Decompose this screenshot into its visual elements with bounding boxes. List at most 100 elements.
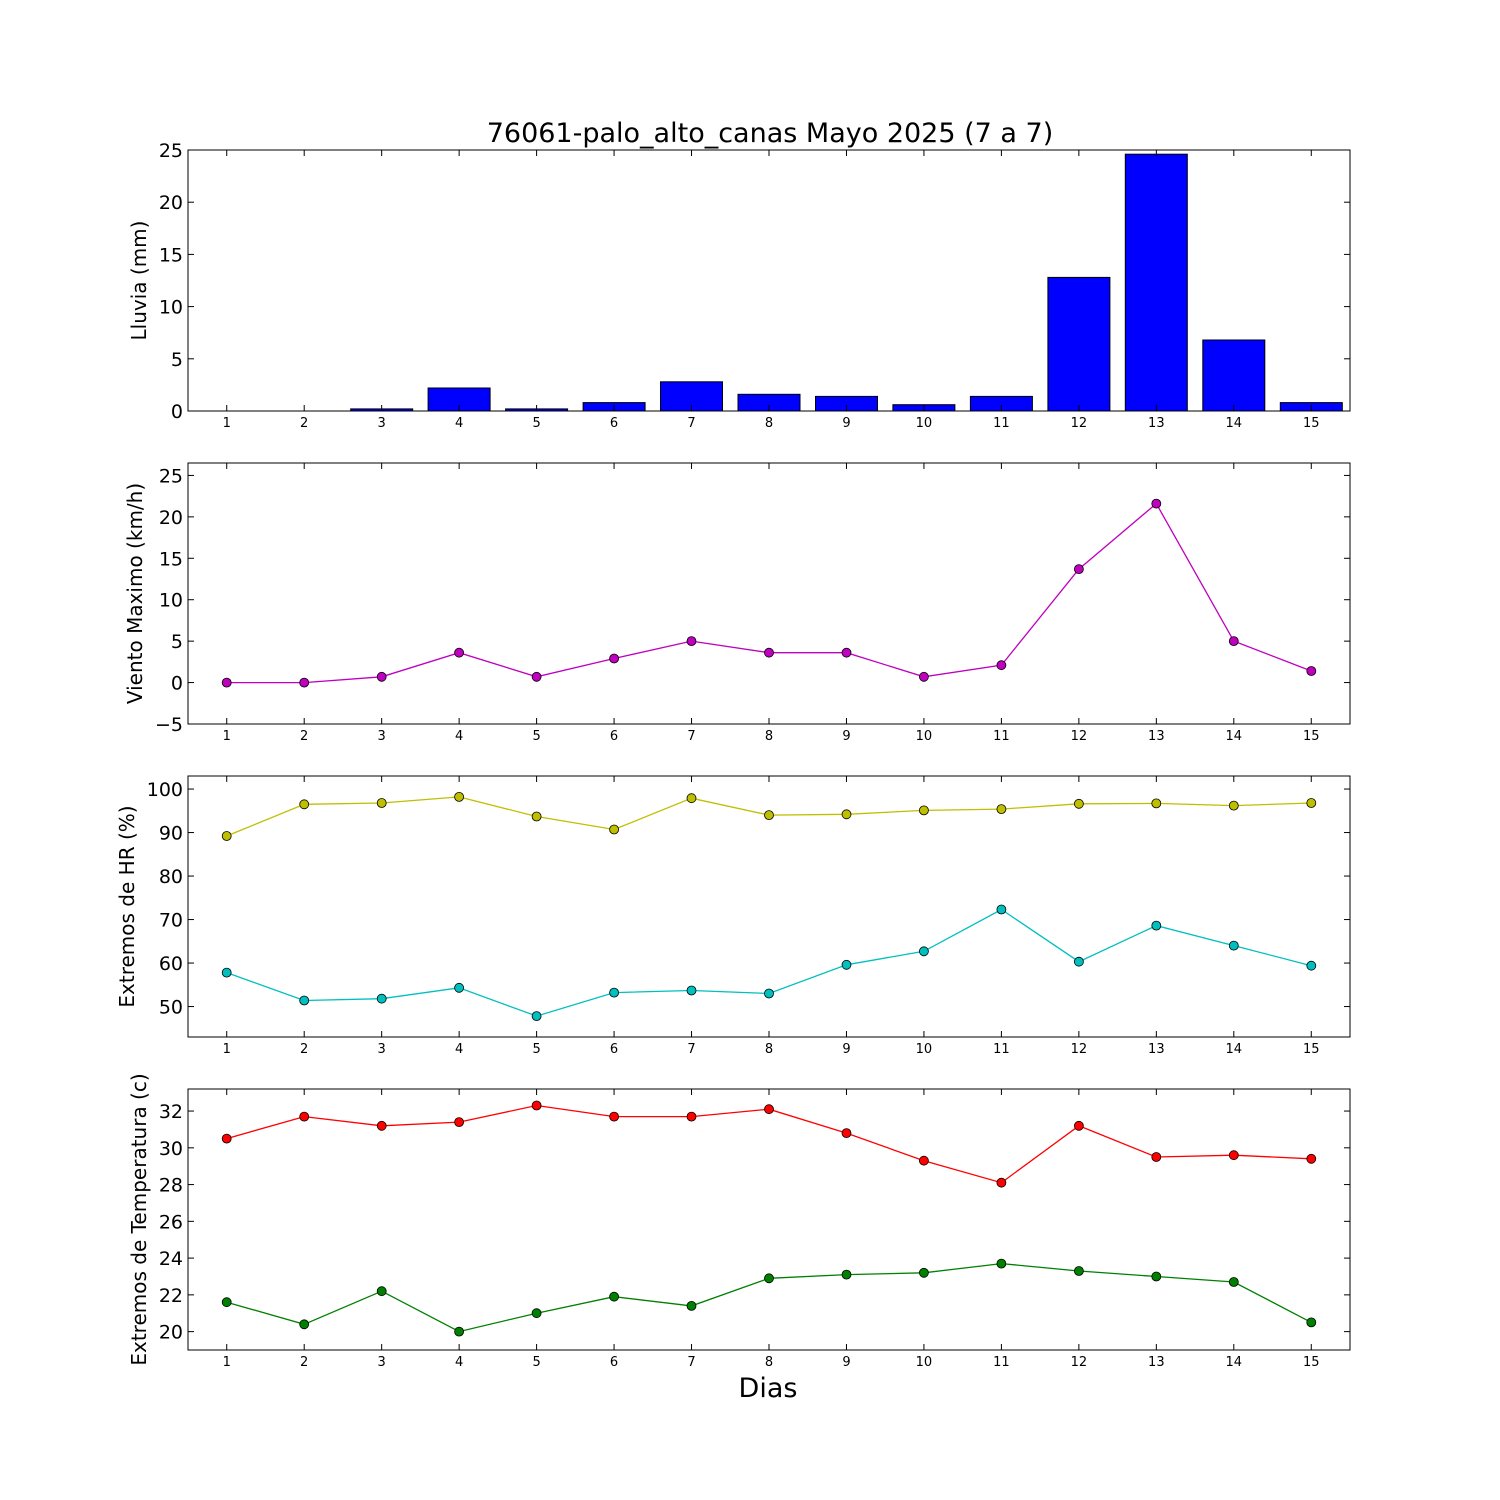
x-tick-label: 9 <box>842 1042 850 1057</box>
x-tick-label: 9 <box>842 416 850 431</box>
data-point <box>841 809 852 820</box>
data-point <box>996 660 1007 671</box>
x-tick-label: 9 <box>842 729 850 744</box>
y-tick-label: 0 <box>171 401 183 423</box>
y-tick-label: 5 <box>171 349 183 371</box>
y-tick-label: 70 <box>159 910 183 932</box>
data-point <box>609 824 619 835</box>
x-tick-label: 13 <box>1148 729 1165 744</box>
data-point <box>686 1111 697 1122</box>
x-tick-label: 4 <box>455 1355 463 1370</box>
x-tick-label: 10 <box>916 416 933 431</box>
x-tick-label: 1 <box>223 1042 231 1057</box>
data-point <box>764 647 774 658</box>
data-point <box>299 1111 310 1122</box>
data-point <box>454 982 465 993</box>
x-tick-label: 10 <box>916 1042 933 1057</box>
y-tick-label: 10 <box>159 590 183 612</box>
x-tick-label: 2 <box>300 1042 308 1057</box>
bar <box>1124 153 1188 412</box>
temperatura-panel: 1 2 3 4 5 6 7 8 9 10 11 12 13 14 1520222426283032Extre… <box>127 1073 1351 1370</box>
y-tick-label: 22 <box>159 1285 183 1307</box>
data-point <box>1306 1317 1317 1328</box>
data-point <box>996 1177 1007 1188</box>
x-tick-label: 14 <box>1226 1042 1243 1057</box>
data-point <box>919 1267 929 1278</box>
y-tick-label: 30 <box>159 1138 183 1160</box>
data-point <box>299 799 310 810</box>
data-point <box>221 677 232 688</box>
data-point <box>996 804 1007 814</box>
y-tick-label: 50 <box>159 997 183 1019</box>
data-point <box>1151 1152 1162 1162</box>
y-tick-label: 24 <box>159 1248 183 1270</box>
data-point <box>609 1111 619 1122</box>
x-tick-label: 6 <box>610 1355 618 1370</box>
data-point <box>221 1297 232 1308</box>
y-tick-label: 5 <box>171 631 183 653</box>
x-tick-label: 11 <box>993 1042 1010 1057</box>
data-point <box>376 1286 387 1297</box>
data-point <box>221 831 232 841</box>
data-point <box>1228 800 1239 811</box>
y-tick-label: 20 <box>159 192 183 214</box>
data-point <box>919 946 929 957</box>
x-tick-label: 8 <box>765 1042 773 1057</box>
y-tick-label: 25 <box>159 465 183 487</box>
x-tick-label: 5 <box>532 729 540 744</box>
y-tick-label: 90 <box>159 823 183 845</box>
x-tick-label: 4 <box>455 1042 463 1057</box>
data-point <box>764 810 774 820</box>
data-point <box>1306 960 1317 971</box>
data-point <box>221 1133 232 1144</box>
data-point <box>764 1104 774 1115</box>
y-tick-label: 28 <box>159 1175 183 1197</box>
data-point <box>221 967 232 978</box>
x-tick-label: 2 <box>300 1355 308 1370</box>
x-tick-label: 3 <box>378 1355 386 1370</box>
data-point <box>686 1301 697 1311</box>
x-tick-label: 5 <box>532 1042 540 1057</box>
x-tick-label: 3 <box>378 729 386 744</box>
x-tick-label: 2 <box>300 729 308 744</box>
x-tick-label: 1 <box>223 1355 231 1370</box>
data-point <box>1151 920 1162 931</box>
y-axis-label: Extremos de HR (%) <box>115 805 139 1007</box>
data-point <box>1074 564 1084 574</box>
x-tick-label: 15 <box>1303 1042 1320 1057</box>
data-point <box>1228 940 1239 951</box>
data-point <box>454 1326 465 1337</box>
data-point <box>1074 1266 1084 1276</box>
x-tick-label: 13 <box>1148 1042 1165 1057</box>
data-point <box>1151 798 1162 809</box>
x-tick-label: 15 <box>1303 416 1320 431</box>
x-tick-label: 15 <box>1303 729 1320 744</box>
data-point <box>841 647 852 658</box>
x-tick-label: 11 <box>993 729 1010 744</box>
x-tick-label: 7 <box>687 416 695 431</box>
data-point <box>1151 498 1162 509</box>
data-point <box>686 985 697 996</box>
x-tick-label: 6 <box>610 729 618 744</box>
x-tick-label: 12 <box>1071 729 1088 744</box>
x-tick-label: 15 <box>1303 1355 1320 1370</box>
data-point <box>841 959 852 970</box>
bar <box>1047 276 1111 412</box>
y-tick-label: 15 <box>159 548 183 570</box>
data-point <box>919 671 929 682</box>
data-point <box>1074 956 1084 967</box>
x-tick-label: 7 <box>687 729 695 744</box>
data-point <box>996 1258 1007 1269</box>
figure-title: 76061-palo_alto_canas Mayo 2025 (7 a 7) <box>487 118 1054 149</box>
data-point <box>454 1117 465 1127</box>
y-axis-label: Viento Maximo (km/h) <box>123 483 147 704</box>
data-point <box>531 1100 542 1111</box>
data-point <box>686 793 697 804</box>
x-tick-label: 1 <box>223 729 231 744</box>
data-point <box>764 988 774 999</box>
y-tick-label: 60 <box>159 953 183 975</box>
data-point <box>1074 798 1084 809</box>
data-point <box>531 811 542 822</box>
data-point <box>996 904 1007 915</box>
